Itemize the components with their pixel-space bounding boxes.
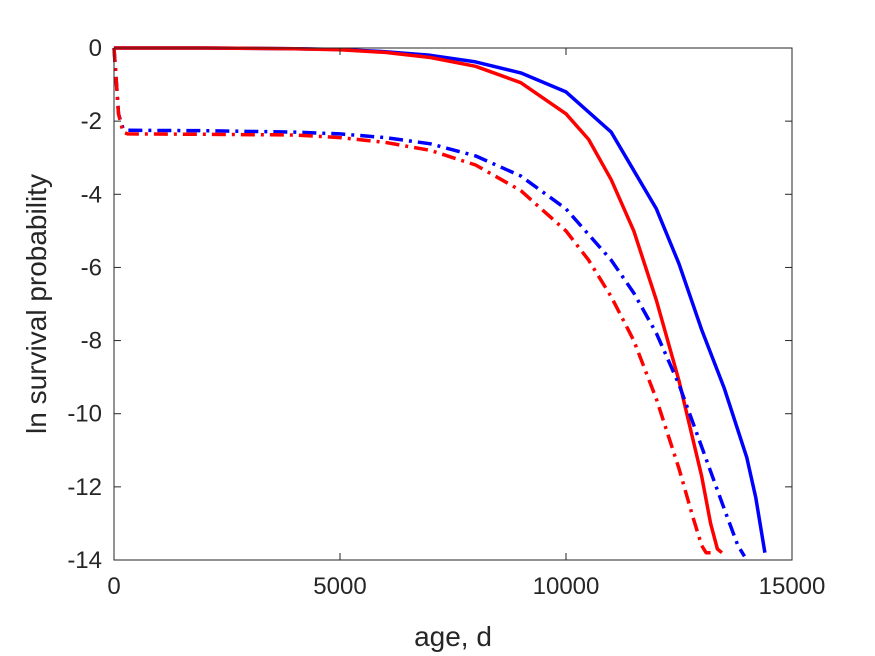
tick-labels: 0 5000 10000 15000 0 -2 -4 -6 -8 -10 -12 -14 <box>67 35 825 600</box>
x-tick-label: 5000 <box>313 573 366 600</box>
plot-lines <box>112 46 767 558</box>
y-tick-label: -8 <box>81 328 102 355</box>
y-tick-label: -12 <box>67 474 102 501</box>
x-axis-label: age, d <box>414 621 492 652</box>
y-tick-label: -10 <box>67 401 102 428</box>
x-tick-label: 15000 <box>759 573 826 600</box>
series-line-2 <box>114 46 724 555</box>
series-line-4 <box>112 47 711 555</box>
series-line-1 <box>114 46 767 553</box>
axis-ticks <box>113 47 793 561</box>
y-tick-label: -4 <box>81 181 102 208</box>
y-tick-label: -2 <box>81 108 102 135</box>
plot-frame <box>113 47 793 561</box>
x-tick-label: 10000 <box>533 573 600 600</box>
series-line-3 <box>112 47 746 558</box>
y-axis-label: ln survival probability <box>21 174 52 434</box>
y-tick-label: -14 <box>67 547 102 574</box>
y-tick-label: 0 <box>89 35 102 62</box>
y-tick-label: -6 <box>81 254 102 281</box>
x-tick-label: 0 <box>107 573 120 600</box>
